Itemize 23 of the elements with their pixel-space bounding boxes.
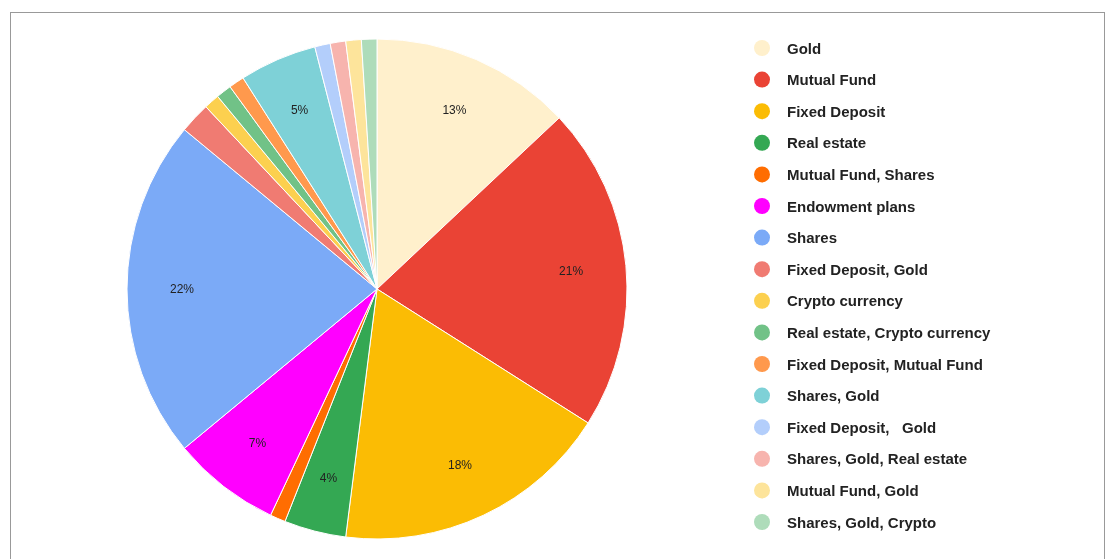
legend-label: Fixed Deposit, Mutual Fund — [787, 355, 983, 373]
legend-label: Endowment plans — [787, 197, 916, 215]
legend-label: Mutual Fund, Shares — [787, 165, 935, 183]
legend-label: Mutual Fund — [787, 71, 877, 89]
legend-label: Real estate, Crypto currency — [787, 323, 992, 341]
data-label: 21% — [559, 263, 584, 278]
legend-label: Gold — [787, 39, 822, 57]
legend-label: Shares, Gold — [787, 387, 880, 405]
data-label: 18% — [448, 458, 473, 473]
legend-label: Crypto currency — [787, 292, 904, 310]
legend-label: Fixed Deposit, Gold — [787, 260, 928, 278]
data-label: 5% — [290, 103, 309, 118]
legend-label: Fixed Deposit — [787, 102, 886, 120]
legend-label: Shares — [787, 229, 838, 247]
legend-label: Shares, Gold, Crypto — [787, 513, 937, 531]
data-label: 7% — [248, 436, 267, 451]
legend-label: Shares, Gold, Real estate — [787, 450, 968, 468]
legend-label: Fixed Deposit, Gold — [787, 418, 937, 436]
legend-label: Mutual Fund, Gold — [787, 481, 919, 499]
data-label: 22% — [169, 282, 195, 296]
data-label: 4% — [319, 470, 338, 485]
legend-label: Real estate — [787, 134, 867, 152]
data-label: 13% — [442, 103, 467, 118]
